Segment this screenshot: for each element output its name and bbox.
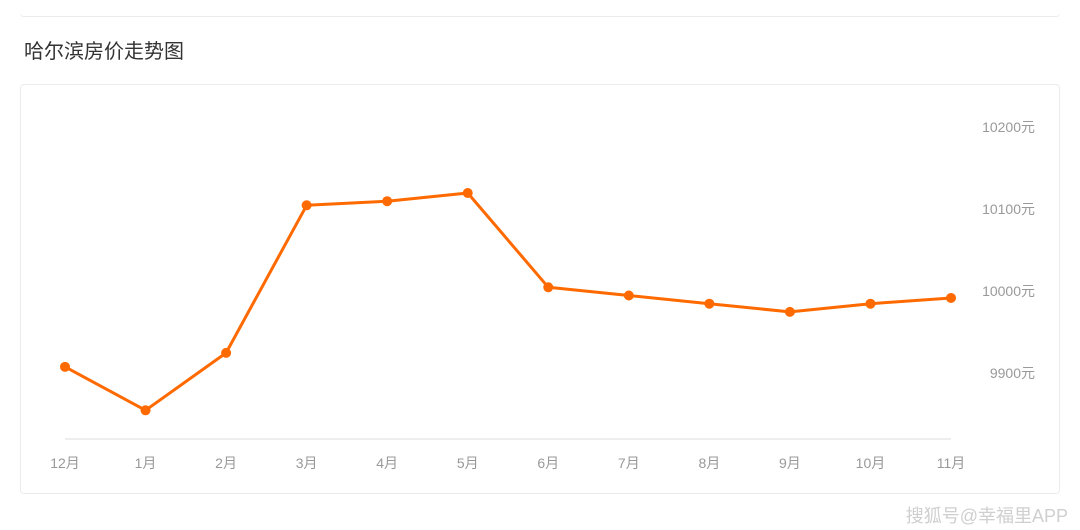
chart-page: 哈尔滨房价走势图 9900元10000元10100元10200元12月1月2月3… bbox=[0, 0, 1080, 530]
data-point-marker[interactable] bbox=[141, 405, 151, 415]
data-point-marker[interactable] bbox=[704, 299, 714, 309]
line-chart-svg bbox=[45, 105, 1035, 473]
data-point-marker[interactable] bbox=[60, 362, 70, 372]
watermark-text: 搜狐号@幸福里APP bbox=[906, 502, 1068, 528]
chart-plot-area: 9900元10000元10100元10200元12月1月2月3月4月5月6月7月… bbox=[45, 105, 1035, 473]
data-point-marker[interactable] bbox=[463, 188, 473, 198]
data-point-marker[interactable] bbox=[302, 200, 312, 210]
data-point-marker[interactable] bbox=[221, 348, 231, 358]
chart-title: 哈尔滨房价走势图 bbox=[24, 35, 1060, 64]
data-point-marker[interactable] bbox=[382, 196, 392, 206]
previous-card-bottom bbox=[20, 10, 1060, 17]
chart-card: 9900元10000元10100元10200元12月1月2月3月4月5月6月7月… bbox=[20, 84, 1060, 494]
price-trend-line bbox=[65, 193, 951, 410]
data-point-marker[interactable] bbox=[865, 299, 875, 309]
data-point-marker[interactable] bbox=[624, 291, 634, 301]
data-point-marker[interactable] bbox=[543, 282, 553, 292]
data-point-marker[interactable] bbox=[785, 307, 795, 317]
data-point-marker[interactable] bbox=[946, 293, 956, 303]
